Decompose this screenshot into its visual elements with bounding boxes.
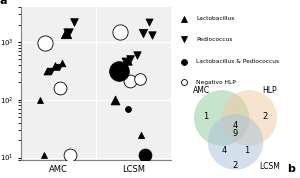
Point [71,21,76,23]
Point [128,58,132,61]
Text: 9: 9 [233,129,238,138]
Point [182,17,187,20]
Point [56,66,61,68]
Text: b: b [288,164,296,174]
Point [58,87,62,89]
Point [142,154,147,157]
Text: 4: 4 [222,146,227,155]
Text: Lactobacillus & Pediococcus: Lactobacillus & Pediococcus [196,59,279,64]
Point [118,30,122,33]
Point [182,81,187,84]
Point [38,98,42,101]
Text: 2: 2 [233,161,238,170]
Point [150,34,155,37]
Circle shape [222,90,277,146]
Point [64,31,68,34]
Point [137,77,142,80]
Point [116,70,121,73]
Text: a: a [0,0,8,6]
Point [52,65,57,68]
Point [122,60,127,63]
Point [41,154,46,157]
Point [60,62,65,65]
Point [182,60,187,63]
Point [140,32,145,35]
Text: Pediococcus: Pediococcus [196,37,232,42]
Text: 1: 1 [203,112,208,121]
Point [146,21,151,23]
Point [182,38,187,41]
Point [125,60,130,63]
Text: HLP: HLP [262,86,277,95]
Point [112,98,117,101]
Point [120,66,125,68]
Text: 1: 1 [244,146,249,155]
Text: AMC: AMC [193,86,210,95]
Text: 4: 4 [233,121,238,130]
Point [43,42,47,45]
Point [115,69,119,72]
Point [135,53,140,56]
Text: Lactobacillus: Lactobacillus [196,16,235,21]
Point [65,31,70,34]
Text: Negativo HLP: Negativo HLP [196,80,236,85]
Point [128,80,132,83]
Text: 2: 2 [262,112,268,121]
Point [125,107,130,110]
Point [145,154,149,157]
Circle shape [208,114,263,170]
Point [45,69,50,72]
Text: LCSM: LCSM [259,163,280,171]
Circle shape [194,90,249,146]
Point [139,133,143,136]
Point [68,154,72,157]
Point [49,70,53,73]
